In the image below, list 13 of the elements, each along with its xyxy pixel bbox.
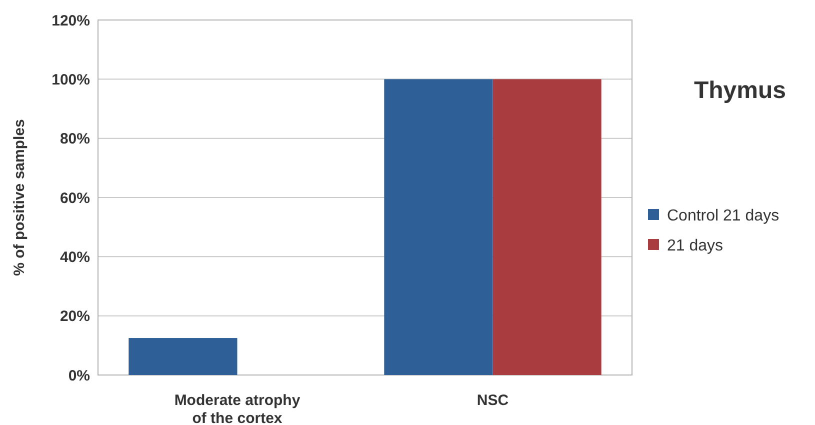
y-tick-label: 100% (52, 71, 90, 88)
y-tick-label: 40% (60, 248, 90, 266)
text: Thymus (694, 77, 786, 104)
y-tick-label: 120% (52, 12, 90, 30)
y-tick-label: 80% (60, 130, 90, 148)
y-tick-label: 60% (60, 190, 90, 207)
x-tick-label: Moderate atrophy of the cortex (174, 392, 301, 425)
y-tick-label: 20% (60, 308, 90, 326)
y-axis-title: % of positive samples (11, 119, 28, 276)
x-tick-label: NSC (476, 392, 509, 409)
legend-label: 21 days (667, 238, 724, 255)
legend-label: Control 21 days (667, 208, 780, 225)
y-tick-label: 0% (68, 367, 90, 384)
